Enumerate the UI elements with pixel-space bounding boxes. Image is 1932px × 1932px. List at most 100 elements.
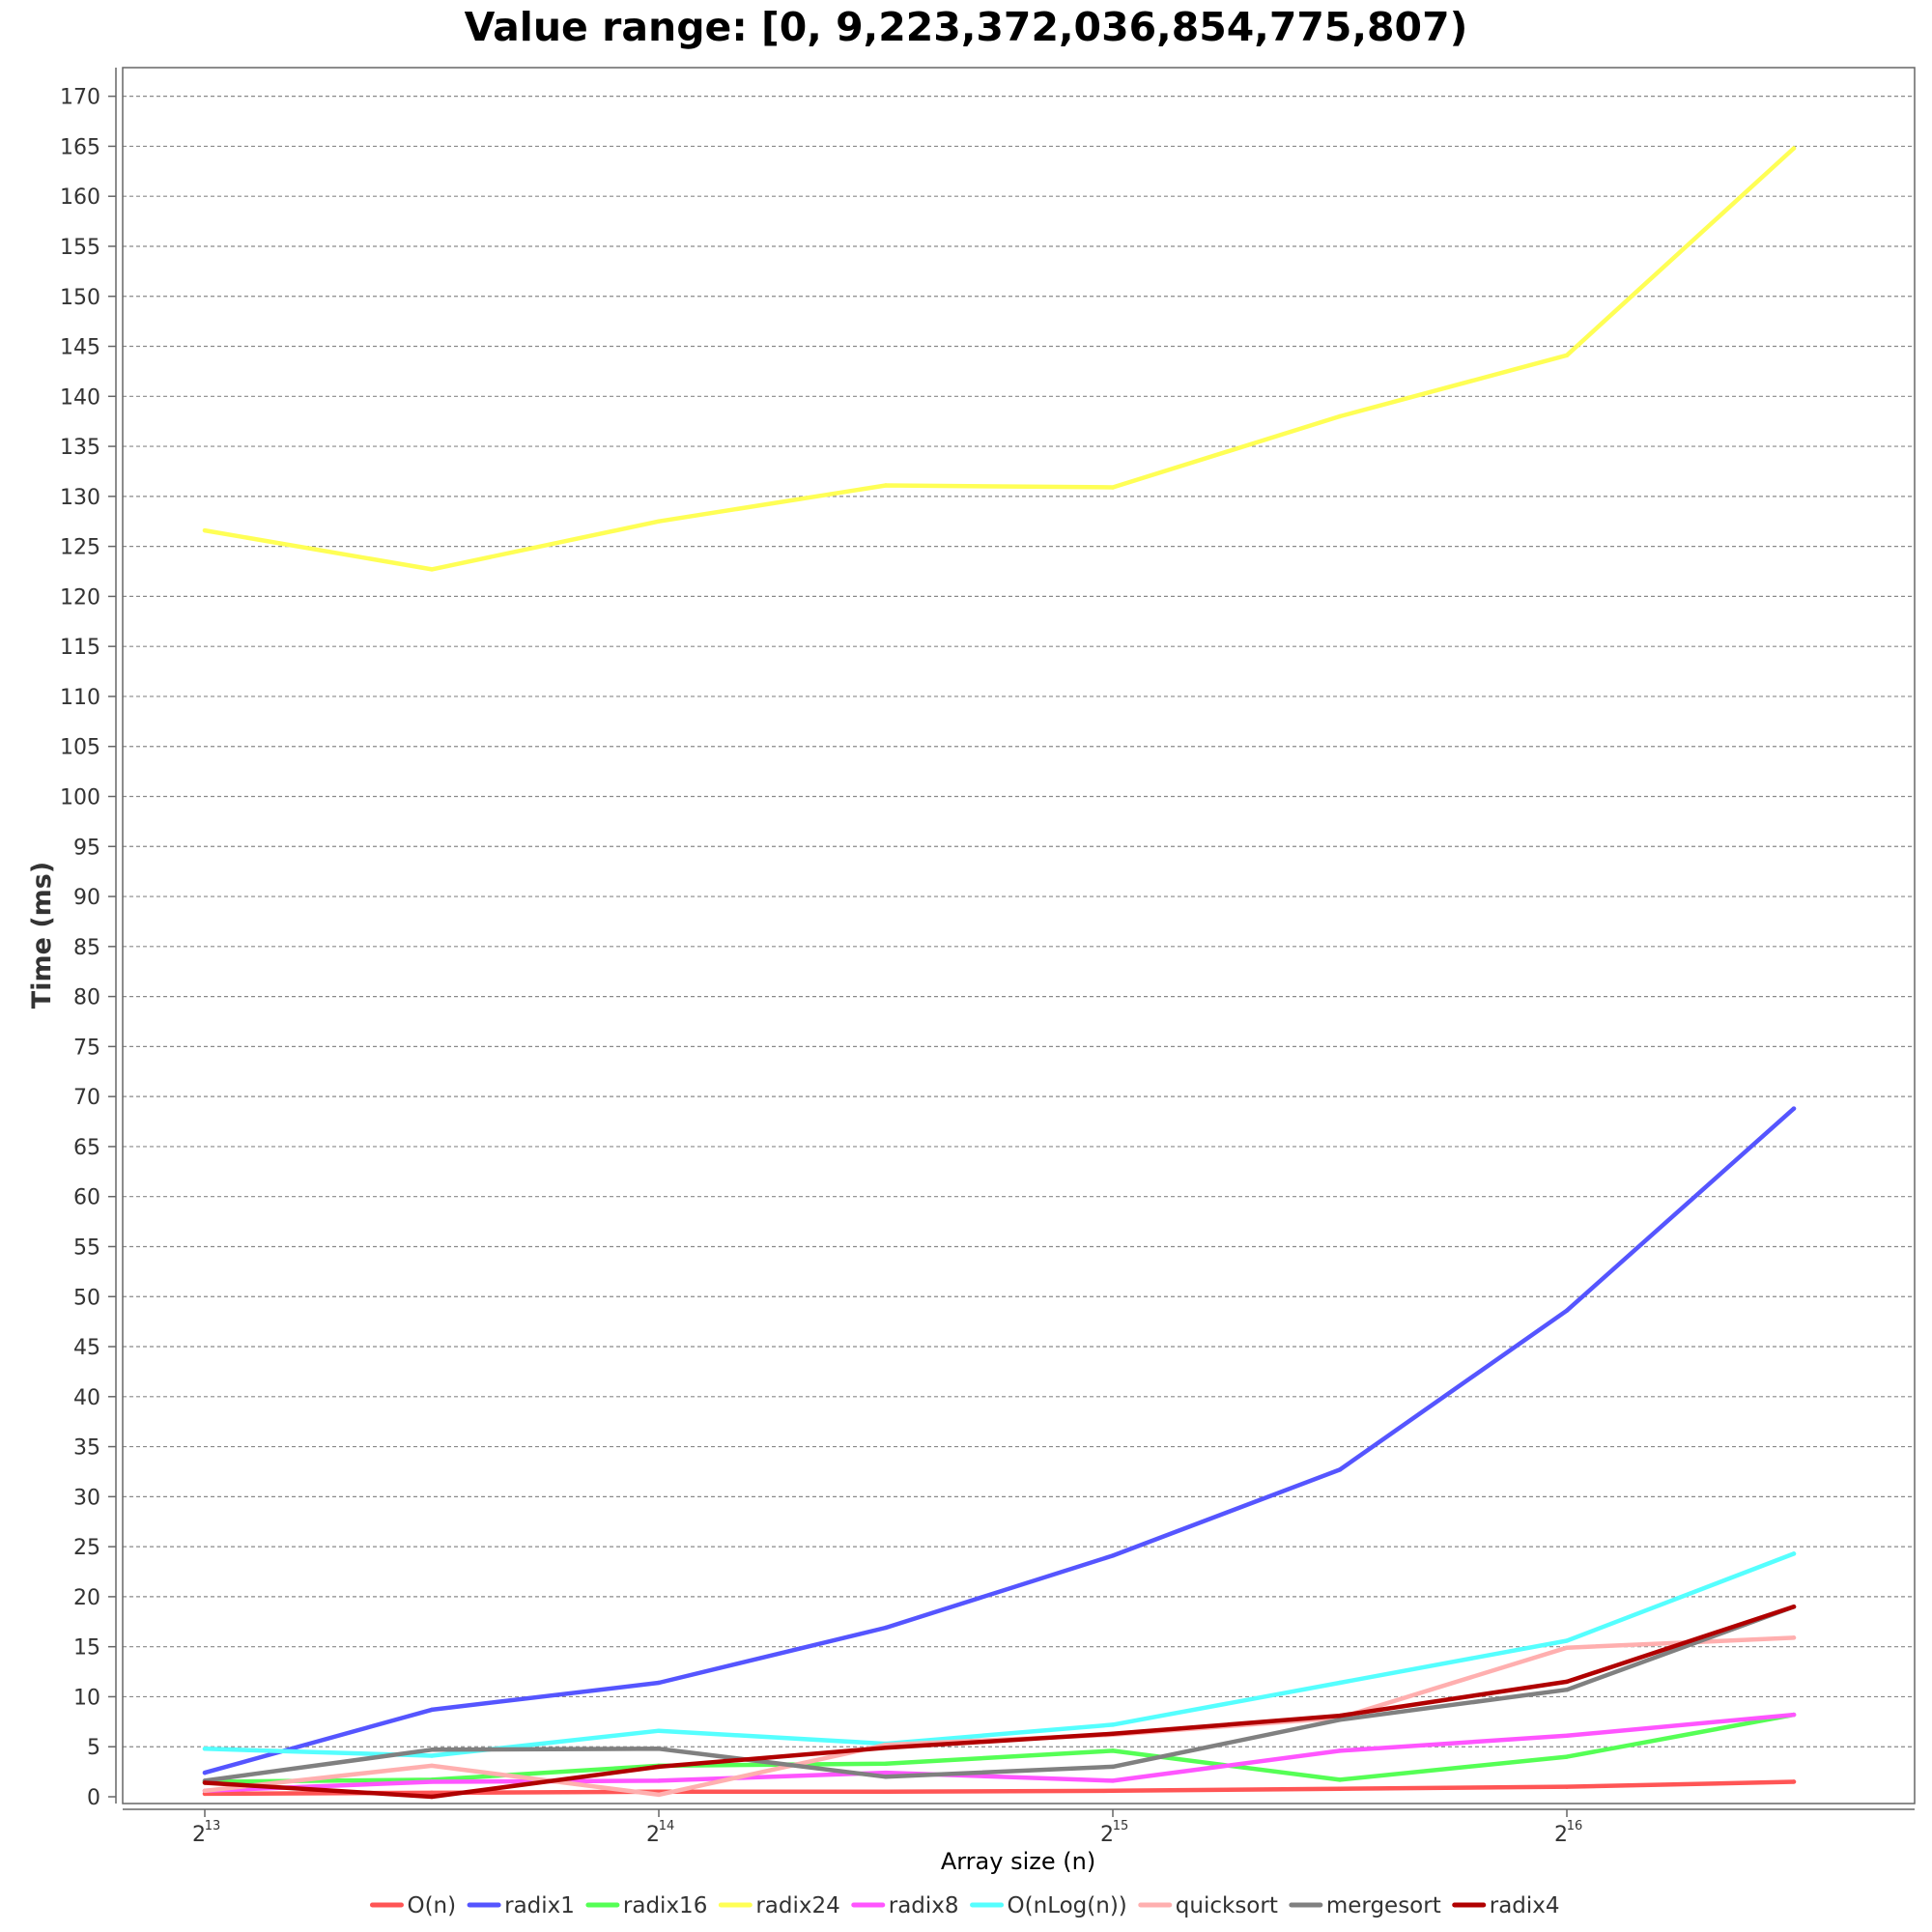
x-tick-base: 2 [1554,1823,1568,1847]
y-tick-label: 140 [60,385,100,410]
series-line [202,1551,1797,1758]
y-tick-label: 170 [60,86,100,110]
grid-lines [123,96,1915,1747]
data-point [883,1746,889,1750]
data-point [656,1680,662,1686]
series-lines [202,146,1797,1800]
y-tick-label: 10 [73,1686,100,1710]
series-line [202,1106,1797,1776]
data-point [1110,1778,1116,1783]
data-point [1564,1784,1570,1789]
x-tick-base: 2 [646,1823,660,1847]
data-point [1564,1754,1570,1759]
data-point [202,1770,208,1776]
data-point [1337,413,1343,419]
y-tick-label: 20 [73,1586,100,1610]
data-point [429,1794,435,1800]
y-tick-label: 30 [73,1486,100,1510]
series-line [202,1712,1797,1784]
y-tick-label: 90 [73,886,100,910]
data-point [656,519,662,524]
data-point [1791,146,1797,151]
y-tick-label: 165 [60,135,100,159]
data-point [656,1764,662,1770]
data-point [1110,1788,1116,1793]
y-tick-label: 80 [73,986,100,1010]
y-tick-label: 85 [73,936,100,960]
data-point [202,527,208,533]
data-point [429,1753,435,1758]
x-tick-exponent: 15 [1113,1819,1129,1833]
y-tick-label: 115 [60,636,100,660]
data-point [1564,353,1570,358]
x-tick-label: 214 [646,1819,674,1847]
legend-item: radix8 [851,1893,959,1918]
data-point [883,483,889,488]
y-tick-label: 110 [60,686,100,710]
legend-label: radix1 [504,1893,575,1918]
data-point [1564,1645,1570,1650]
legend-item: radix16 [585,1893,707,1918]
x-axis-label: Array size (n) [941,1848,1095,1875]
data-point [1337,1718,1343,1722]
y-tick-label: 5 [87,1736,100,1760]
y-tick-label: 25 [73,1536,100,1560]
legend-item: O(n) [369,1893,456,1918]
legend-item: O(nLog(n)) [970,1893,1127,1918]
data-point [1791,1635,1797,1640]
legend-item: mergesort [1289,1893,1441,1918]
y-tick-label: 105 [60,736,100,760]
data-point [1337,1777,1343,1782]
y-tick-label: 75 [73,1036,100,1060]
y-tick-label: 15 [73,1636,100,1661]
legend-label: radix8 [889,1893,959,1918]
data-point [1337,1748,1343,1753]
y-axis-label: Time (ms) [27,862,57,1009]
y-tick-label: 150 [60,286,100,310]
data-point [1110,1731,1116,1736]
chart-title: Value range: [0, 9,223,372,036,854,775,8… [464,4,1468,50]
legend-label: radix4 [1490,1893,1560,1918]
y-tick-label: 0 [87,1786,100,1810]
legend-item: radix24 [718,1893,840,1918]
data-point [202,1780,208,1785]
legend-label: quicksort [1176,1893,1278,1918]
data-point [1564,1688,1570,1692]
data-point [1791,1106,1797,1111]
series-line [202,1712,1797,1794]
x-axis-ticks: 213 214 215 216 [192,1809,1582,1847]
data-point [429,1747,435,1752]
series-mergesort [202,1605,1797,1783]
y-tick-label: 45 [73,1336,100,1360]
y-tick-label: 35 [73,1436,100,1461]
x-tick-base: 2 [1100,1823,1114,1847]
x-tick-label: 215 [1100,1819,1128,1847]
data-point [429,1763,435,1769]
data-point [202,1788,208,1793]
legend-item: quicksort [1138,1893,1278,1918]
data-point [1337,1680,1343,1686]
y-tick-label: 60 [73,1186,100,1210]
data-point [1564,1733,1570,1739]
data-point [429,1779,435,1784]
data-point [1337,1467,1343,1472]
data-point [1110,1764,1116,1770]
legend: O(n) radix1 radix16 radix24 radix8 O(nLog(n))… [369,1893,1560,1918]
y-tick-label: 40 [73,1386,100,1410]
y-tick-label: 55 [73,1236,100,1260]
y-tick-label: 120 [60,585,100,610]
data-point [883,1770,889,1776]
data-point [1564,1679,1570,1685]
data-point [656,1747,662,1751]
data-point [883,1761,889,1767]
series-radix1 [202,1106,1797,1776]
y-tick-label: 95 [73,836,100,860]
data-point [1564,1308,1570,1313]
series-line [202,1605,1797,1783]
legend-label: O(nLog(n)) [1008,1893,1127,1918]
y-tick-label: 70 [73,1086,100,1110]
data-point [429,567,435,572]
y-tick-label: 50 [73,1286,100,1310]
data-point [1791,1779,1797,1784]
data-point [202,1747,208,1751]
